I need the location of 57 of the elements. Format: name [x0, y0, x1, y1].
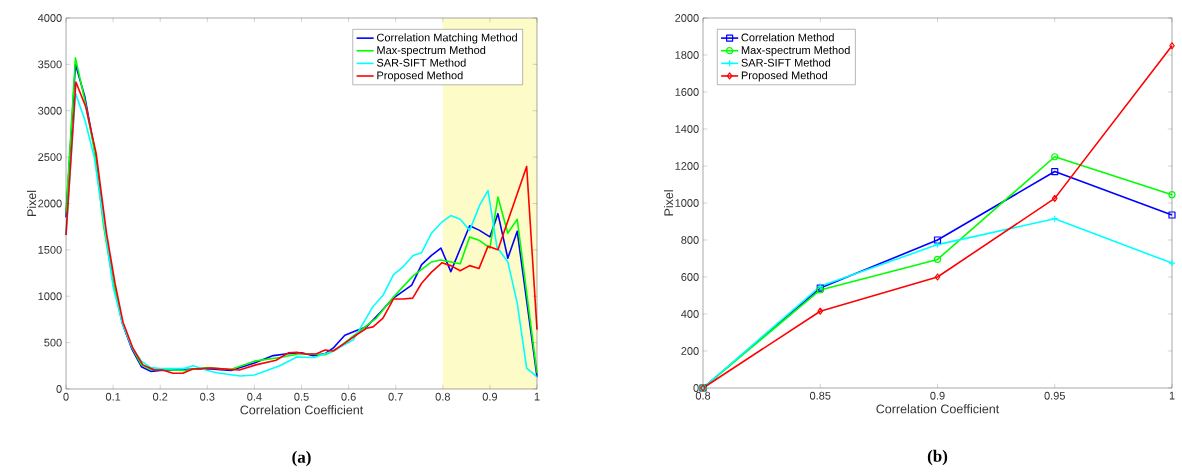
y-tick-label: 200	[681, 347, 699, 355]
legend-label: Correlation Method	[741, 33, 834, 42]
x-axis-title: Correlation Coefficient	[240, 405, 364, 415]
point	[1168, 211, 1176, 219]
x-tick-label: 0.8	[695, 391, 711, 400]
y-tick-label: 1200	[675, 162, 699, 170]
point	[1051, 167, 1059, 176]
y-tick-label: 1800	[675, 51, 699, 59]
x-tick-label: 0.6	[341, 392, 356, 401]
y-tick-label: 2500	[38, 153, 62, 162]
x-tick-label: 0	[63, 392, 69, 401]
y-tick-label: 1000	[38, 292, 62, 301]
x-tick-label: 1	[1169, 391, 1175, 400]
y-tick-label: 1500	[38, 245, 62, 254]
y-tick-label: 400	[681, 310, 699, 318]
y-tick-label: 600	[681, 273, 699, 281]
x-tick-label: 0.5	[294, 392, 309, 401]
y-tick-label: 800	[681, 236, 699, 244]
point	[933, 236, 942, 244]
legend-label: Proposed Method	[377, 71, 463, 82]
y-tick-label: 1000	[675, 199, 699, 207]
legend-label: Proposed Method	[741, 71, 828, 82]
y-tick-label: 500	[44, 338, 62, 347]
y-axis-title: Pixel	[26, 190, 37, 217]
y-tick-label: 3500	[38, 60, 62, 69]
y-tick-label: 3000	[38, 106, 62, 115]
legend-label: SAR-SIFT Method	[376, 58, 466, 67]
x-tick-label: 0.4	[247, 392, 262, 401]
x-tick-label: 0.2	[152, 392, 168, 401]
point	[1051, 194, 1058, 202]
point	[1051, 153, 1059, 161]
x-tick-label: 1	[534, 392, 540, 401]
y-tick-label: 2000	[675, 14, 699, 22]
y-tick-label: 2000	[38, 199, 62, 208]
legend-label: SAR-SIFT Method	[741, 58, 831, 67]
legend-label: Correlation Matching Method	[377, 33, 517, 44]
x-tick-label: 0.1	[105, 392, 121, 401]
y-tick-label: 1400	[675, 125, 699, 133]
text: (a)	[292, 450, 311, 467]
legend-label: Max-spectrum Method	[377, 45, 486, 57]
x-tick-label: 0.7	[388, 392, 403, 401]
x-tick-label: 0.9	[930, 391, 945, 400]
y-tick-label: 0	[56, 385, 62, 393]
x-tick-label: 0.95	[1044, 391, 1065, 400]
x-tick-label: 0.85	[809, 391, 831, 400]
x-tick-label: 0.9	[482, 392, 498, 401]
y-tick-label: 4000	[37, 14, 62, 22]
legend-label: Max-spectrum Method	[741, 45, 850, 57]
point	[933, 255, 942, 264]
y-axis-title: Pixel	[663, 190, 674, 216]
point	[817, 307, 824, 315]
y-tick-label: 0	[693, 384, 699, 392]
y-tick-label: 1600	[675, 88, 699, 96]
text: (b)	[927, 449, 948, 466]
x-tick-label: 0.3	[200, 392, 215, 401]
x-axis-title: Correlation Coefficient	[876, 404, 1000, 414]
x-tick-label: 0.8	[435, 392, 450, 401]
